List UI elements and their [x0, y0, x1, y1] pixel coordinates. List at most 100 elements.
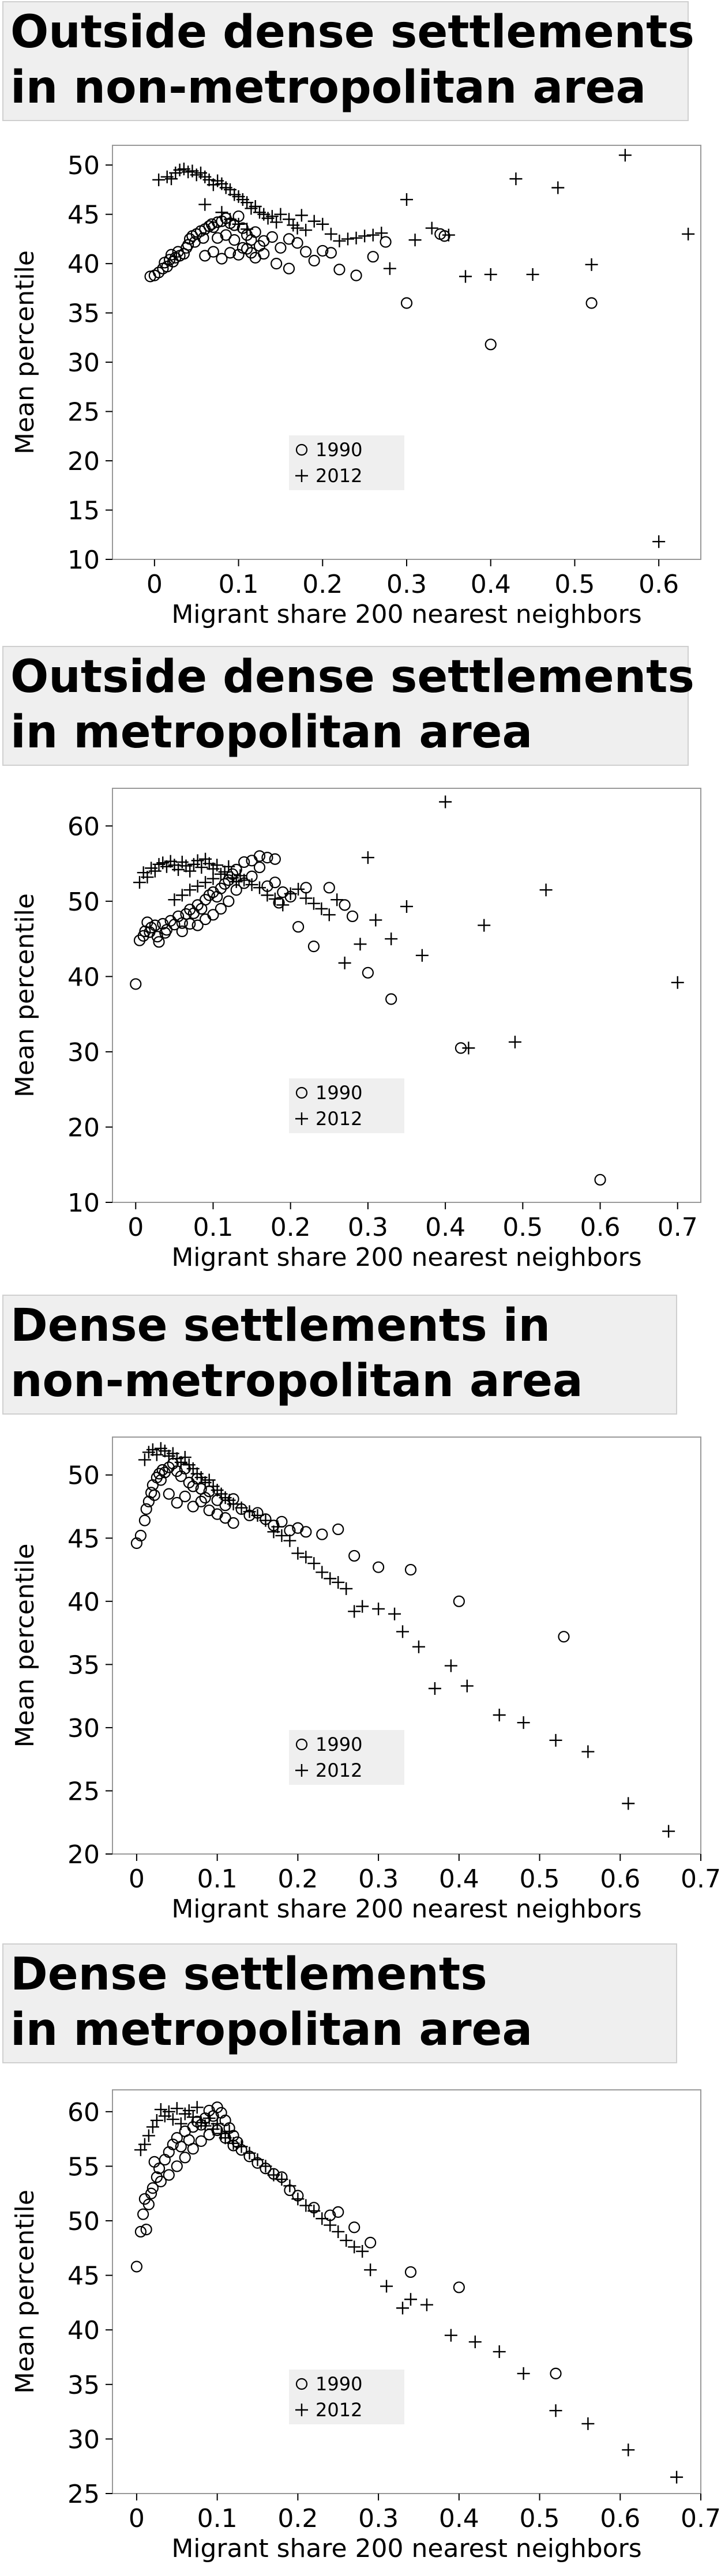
point-1990 [307, 941, 320, 953]
point-2012 [338, 956, 351, 969]
point-1990 [453, 2281, 465, 2293]
x-tick-label: 0.4 [425, 1213, 465, 1242]
point-2012 [227, 2137, 240, 2150]
point-2012 [322, 908, 336, 922]
point-2012 [517, 1716, 530, 1729]
point-2012 [238, 874, 251, 887]
point-2012 [168, 893, 181, 907]
point-1990 [438, 230, 450, 242]
point-1990 [228, 234, 241, 246]
point-1990 [236, 222, 249, 234]
x-tick-label: 0.7 [658, 1213, 698, 1242]
point-2012 [299, 224, 313, 237]
point-1990 [142, 2198, 155, 2210]
point-1990 [348, 1550, 360, 1562]
panel-1: Outside dense settlements in non-metropo… [0, 0, 721, 646]
point-2012 [175, 889, 189, 902]
panel-2-title-line-2: in metropolitan area [10, 706, 533, 758]
point-2012 [299, 1551, 313, 1564]
point-2012 [324, 227, 337, 240]
point-1990 [195, 1495, 207, 1507]
panel-3-title: Dense settlements in non-metropolitan ar… [2, 1295, 677, 1415]
point-2012 [271, 1520, 284, 1533]
y-tick-label: 35 [67, 2371, 100, 2400]
point-2012 [283, 1534, 296, 1547]
series-2012 [133, 795, 684, 1055]
point-2012 [396, 2302, 410, 2315]
point-2012 [331, 893, 344, 907]
y-tick-label: 25 [67, 2480, 100, 2509]
point-2012 [316, 2212, 329, 2225]
point-1990 [380, 236, 392, 248]
y-tick-label: 30 [67, 2425, 100, 2454]
point-1990 [245, 247, 257, 259]
point-1990 [153, 936, 165, 948]
y-tick-label: 60 [67, 2098, 100, 2127]
point-2012 [154, 2103, 167, 2116]
point-2012 [267, 2168, 280, 2182]
point-1990 [139, 925, 151, 938]
point-1990 [215, 902, 227, 915]
point-2012 [259, 1514, 272, 1527]
series-1990 [130, 850, 606, 1186]
point-2012 [348, 2240, 361, 2254]
point-2012 [198, 2119, 212, 2133]
point-2012 [383, 262, 396, 275]
panel-3: Dense settlements in non-metropolitan ar… [0, 1295, 721, 1943]
point-2012 [284, 887, 297, 900]
panel-4-title: Dense settlements in metropolitan area [2, 1943, 677, 2063]
point-2012 [141, 871, 154, 884]
y-axis-title: Mean percentile [10, 2190, 40, 2394]
point-2012 [428, 1682, 441, 1695]
point-1990 [147, 2182, 159, 2194]
point-2012 [493, 1709, 506, 1721]
legend-box [289, 435, 404, 490]
y-tick-label: 10 [67, 1189, 100, 1218]
point-2012 [270, 216, 283, 229]
point-1990 [348, 2221, 360, 2233]
point-2012 [388, 1607, 401, 1620]
point-1990 [179, 2152, 191, 2164]
point-1990 [130, 2261, 143, 2273]
point-1990 [485, 339, 497, 351]
point-1990 [385, 993, 397, 1005]
panel-2-title-line-1: Outside dense settlements [10, 651, 694, 703]
point-2012 [307, 897, 320, 910]
point-1990 [151, 931, 163, 943]
x-axis-title: Migrant share 200 nearest neighbors [171, 2534, 641, 2563]
chart-1: 10 15 20 25 30 35 40 45 50 0 0.1 0.2 0.3 0.4 0.5 0.6Mig… [10, 145, 701, 629]
point-2012 [251, 2153, 264, 2167]
point-1990 [153, 2163, 166, 2175]
point-1990 [172, 910, 185, 923]
point-1990 [156, 1464, 168, 1476]
point-2012 [332, 2225, 345, 2238]
point-1990 [212, 232, 224, 244]
point-2012 [380, 2280, 393, 2293]
point-2012 [444, 1659, 457, 1672]
point-1990 [365, 2236, 377, 2248]
panel-3-title-line-1: Dense settlements in [10, 1300, 551, 1352]
point-1990 [332, 1523, 344, 1536]
y-tick-label: 25 [67, 398, 100, 427]
point-1990 [220, 229, 232, 241]
point-1990 [339, 899, 351, 911]
panel-4: Dense settlements in metropolitan area 2… [0, 1943, 721, 2576]
point-2012 [223, 2124, 236, 2138]
legend-box [289, 2370, 404, 2424]
point-2012 [493, 2345, 506, 2359]
x-tick-label: 0.6 [580, 1213, 621, 1242]
point-1990 [153, 266, 165, 279]
point-2012 [670, 2470, 684, 2484]
point-2012 [211, 2117, 224, 2130]
legend-marker-1990 [295, 1086, 308, 1099]
point-1990 [585, 297, 598, 309]
point-2012 [375, 227, 388, 240]
y-tick-label: 15 [67, 497, 100, 526]
point-1990 [145, 2187, 157, 2199]
point-2012 [618, 149, 632, 162]
point-1990 [145, 1487, 157, 1499]
point-2012 [316, 217, 329, 231]
series-1990 [130, 1457, 570, 1643]
point-2012 [549, 2404, 562, 2417]
point-2012 [183, 864, 197, 878]
